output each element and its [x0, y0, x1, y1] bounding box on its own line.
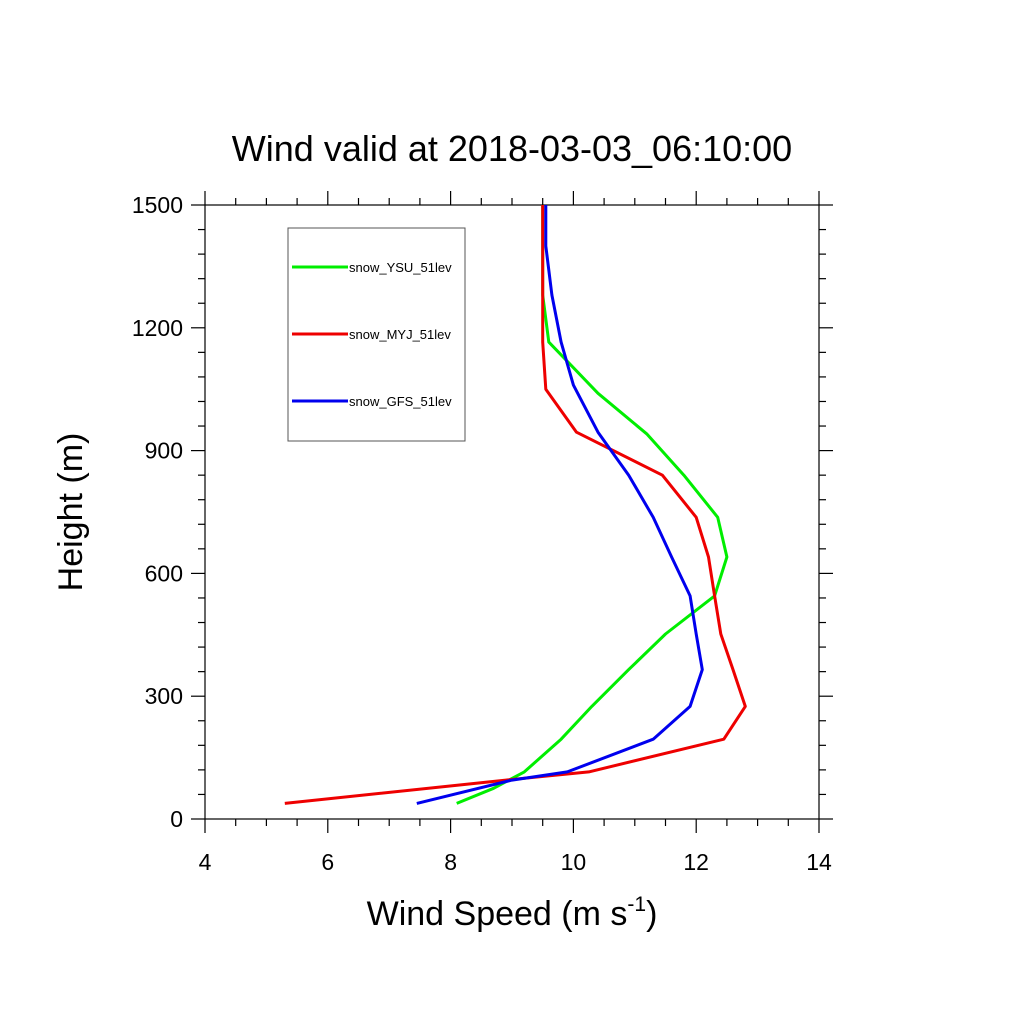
series-lines: [284, 205, 747, 805]
axis-ticks: [191, 191, 833, 833]
legend: snow_YSU_51lev snow_MYJ_51lev snow_GFS_51l…: [287, 227, 466, 442]
y-tick-label: 600: [145, 560, 183, 586]
legend-label-snow_GFS_51lev: snow_GFS_51lev: [349, 394, 452, 409]
y-tick-label: 0: [170, 806, 183, 832]
chart-title: Wind valid at 2018-03-03_06:10:00: [232, 128, 792, 169]
x-axis-label-superscript: -1: [627, 893, 646, 916]
x-tick-label: 4: [199, 849, 212, 875]
axis-tick-labels: 4 6 8 10 12 14 0 300 600 900 1200 1500: [132, 192, 832, 875]
y-tick-label: 900: [145, 438, 183, 464]
series-line-snow_GFS_51lev: [416, 205, 704, 805]
series-line-snow_YSU_51lev: [456, 205, 729, 805]
y-tick-label: 1200: [132, 315, 183, 341]
x-tick-label: 8: [444, 849, 457, 875]
x-tick-label: 12: [683, 849, 709, 875]
series-line-snow_MYJ_51lev: [284, 205, 747, 805]
x-tick-label: 14: [806, 849, 832, 875]
y-tick-label: 1500: [132, 192, 183, 218]
x-tick-label: 10: [561, 849, 587, 875]
y-axis-label: Height (m): [52, 433, 90, 592]
legend-label-snow_YSU_51lev: snow_YSU_51lev: [349, 260, 452, 275]
y-tick-label: 300: [145, 683, 183, 709]
x-axis-label-end: ): [646, 895, 657, 933]
x-axis-label-main: Wind Speed (m s: [367, 895, 628, 933]
x-axis-label: Wind Speed (m s-1): [367, 893, 658, 933]
legend-label-snow_MYJ_51lev: snow_MYJ_51lev: [349, 327, 451, 342]
x-tick-label: 6: [321, 849, 334, 875]
